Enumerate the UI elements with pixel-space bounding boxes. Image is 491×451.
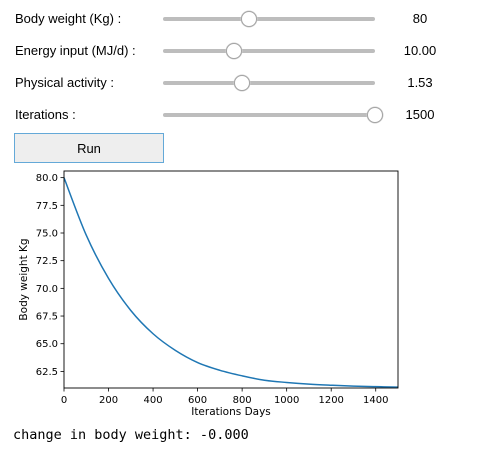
iterations-slider-handle[interactable]: [367, 107, 383, 123]
x-axis-label: Iterations Days: [191, 406, 271, 418]
iterations-label: Iterations :: [15, 107, 76, 122]
y-tick-label: 62.5: [36, 367, 58, 378]
body-weight-value: 80: [412, 11, 428, 26]
y-tick-label: 77.5: [36, 201, 58, 212]
run-button[interactable]: Run: [14, 133, 164, 163]
body-weight-slider-handle[interactable]: [241, 11, 258, 27]
energy-input-slider[interactable]: [163, 43, 375, 59]
x-tick-label: 1000: [274, 395, 299, 406]
body-weight-chart: 0 200 400 600 800 1000 1200 1400 62.5 65.0 67.5 70.…: [18, 170, 399, 418]
energy-input-slider-handle[interactable]: [226, 43, 243, 59]
x-tick-label: 800: [233, 395, 252, 406]
x-tick-label: 600: [188, 395, 207, 406]
chart-ticks: 0 200 400 600 800 1000 1200 1400 62.5 65.0 67.5 70.…: [36, 173, 389, 406]
body-weight-slider[interactable]: [163, 11, 375, 27]
x-tick-label: 200: [99, 395, 118, 406]
physical-activity-slider-row: Physical activity : 1.53: [0, 71, 491, 95]
y-tick-label: 80.0: [36, 173, 58, 184]
iterations-slider[interactable]: [163, 107, 383, 123]
y-axis-label: Body weight Kg: [18, 238, 30, 320]
y-tick-label: 72.5: [36, 256, 58, 267]
physical-activity-value: 1.53: [407, 75, 433, 90]
physical-activity-slider[interactable]: [163, 75, 375, 91]
body-weight-label: Body weight (Kg) :: [15, 11, 122, 26]
iterations-value: 1500: [405, 107, 435, 122]
x-tick-label: 1200: [318, 395, 343, 406]
energy-input-value: 10.00: [403, 43, 437, 58]
output-text: change in body weight: -0.000: [13, 427, 249, 443]
y-tick-label: 75.0: [36, 229, 58, 240]
physical-activity-slider-handle[interactable]: [234, 75, 251, 91]
body-weight-line: [63, 177, 399, 388]
y-tick-label: 70.0: [36, 284, 58, 295]
body-weight-slider-row: Body weight (Kg) : 80: [0, 7, 491, 31]
y-tick-label: 67.5: [36, 312, 58, 323]
x-tick-label: 1400: [363, 395, 388, 406]
x-tick-label: 0: [61, 395, 67, 406]
y-tick-label: 65.0: [36, 339, 58, 350]
plot-frame: [63, 170, 399, 389]
x-tick-label: 400: [144, 395, 163, 406]
energy-input-slider-row: Energy input (MJ/d) : 10.00: [0, 39, 491, 63]
energy-input-label: Energy input (MJ/d) :: [15, 43, 136, 58]
iterations-slider-row: Iterations : 1500: [0, 103, 491, 127]
physical-activity-label: Physical activity :: [15, 75, 114, 90]
